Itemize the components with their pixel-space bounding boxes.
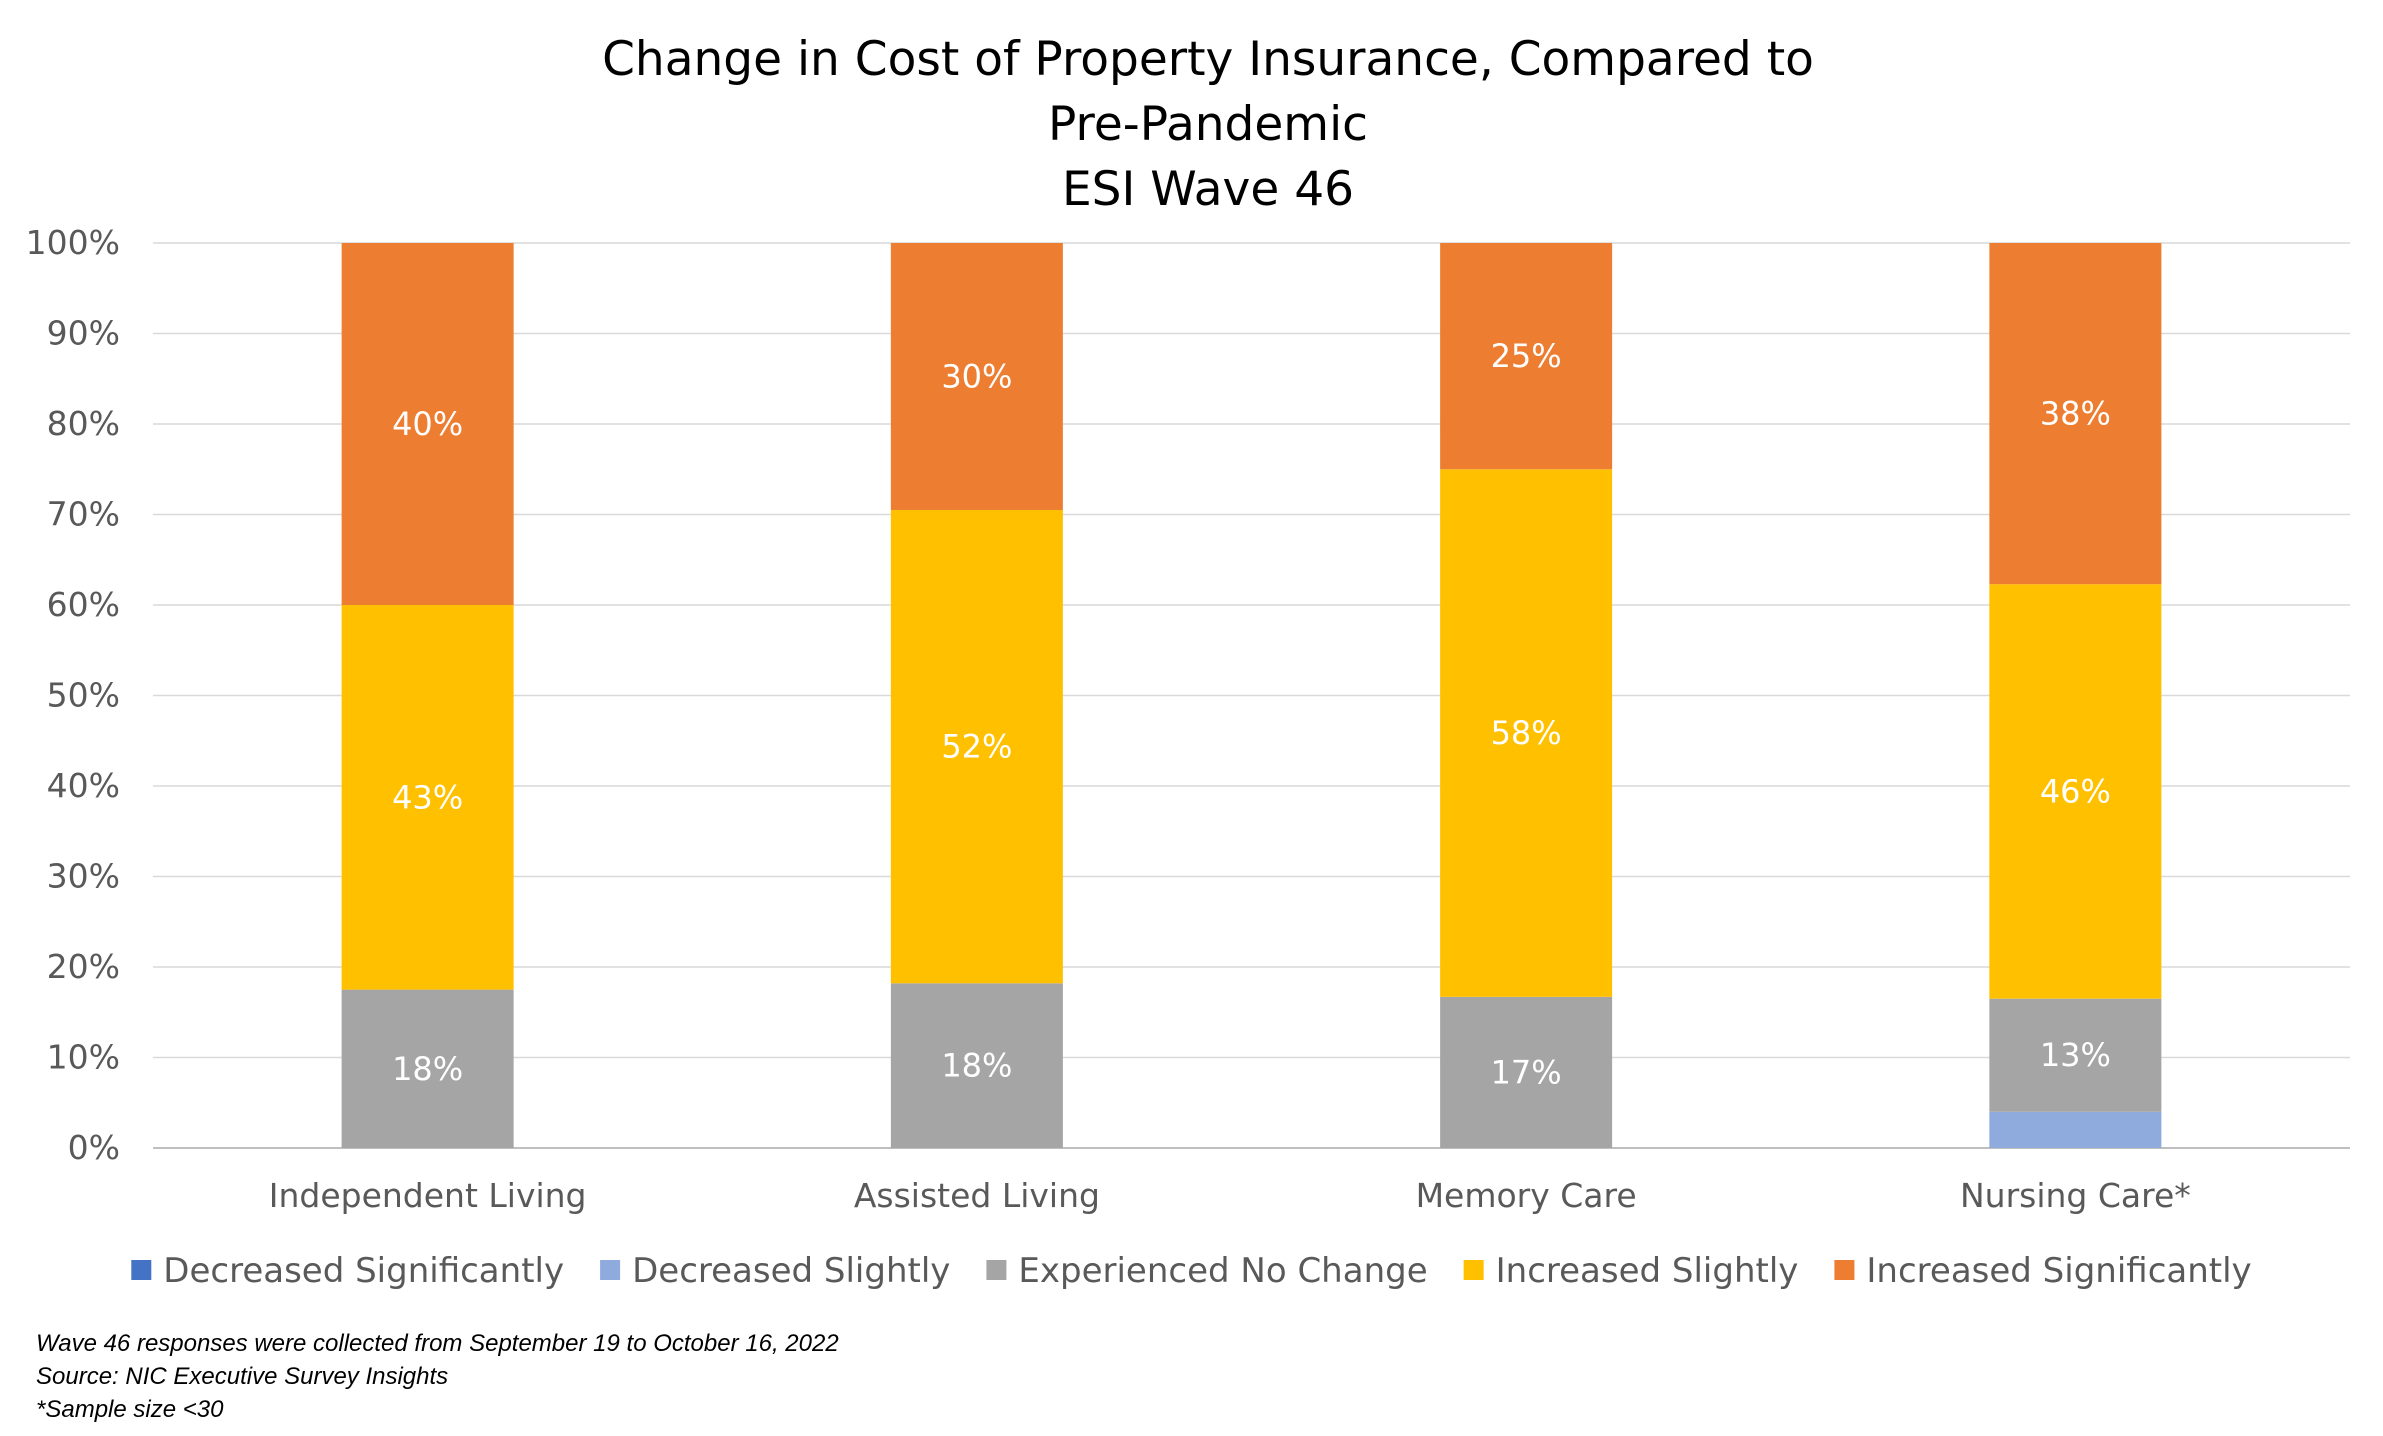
y-tick-label: 10%: [47, 1038, 120, 1077]
y-tick-label: 40%: [47, 766, 120, 805]
chart-title: Change in Cost of Property Insurance, Co…: [602, 32, 1814, 217]
bar-segment: [1989, 243, 2162, 585]
x-axis-ticks: Independent Living Assisted Living Memory …: [269, 1176, 2191, 1215]
x-tick-label: Assisted Living: [854, 1176, 1100, 1215]
data-label: 58%: [1491, 714, 1562, 752]
y-tick-label: 50%: [47, 676, 120, 715]
data-label: 46%: [2040, 772, 2111, 810]
bar-segment: [890, 509, 1063, 984]
chart-title-line-3: ESI Wave 46: [1062, 162, 1354, 217]
bar-segment: [1989, 998, 2162, 1112]
legend-swatch: [1834, 1260, 1855, 1280]
legend-item: Decreased Slightly: [600, 1251, 950, 1291]
legend-label: Increased Slightly: [1496, 1251, 1799, 1291]
bar-segment: [341, 989, 514, 1148]
y-tick-label: 20%: [47, 947, 120, 986]
legend-label: Decreased Significantly: [163, 1251, 564, 1291]
data-label: 40%: [392, 405, 463, 443]
bar-segment: [341, 243, 514, 605]
bar-segment: [1440, 469, 1613, 997]
data-labels: 18% 43% 40% 18% 52% 30% 17% 58% 25% 13% 46% 38%: [392, 337, 2111, 1091]
bar-segment: [1989, 1111, 2162, 1148]
bar-segment: [890, 243, 1063, 510]
data-label: 43%: [392, 778, 463, 816]
y-tick-label: 30%: [47, 857, 120, 896]
bar-segment: [1440, 996, 1613, 1148]
data-label: 38%: [2040, 395, 2111, 433]
x-tick-label: Independent Living: [269, 1176, 587, 1215]
bar-segment: [890, 983, 1063, 1148]
bar-segment: [341, 605, 514, 990]
y-tick-label: 100%: [26, 223, 120, 262]
legend-swatch: [1463, 1260, 1484, 1280]
legend-label: Experienced No Change: [1018, 1251, 1427, 1291]
x-tick-label: Nursing Care*: [1960, 1176, 2191, 1215]
legend-item: Decreased Significantly: [131, 1251, 564, 1291]
y-axis-ticks: 0% 10% 20% 30% 40% 50% 60% 70% 80% 90% 100%: [26, 223, 120, 1167]
data-label: 52%: [941, 728, 1012, 766]
y-tick-label: 0%: [68, 1128, 120, 1167]
data-label: 30%: [941, 357, 1012, 395]
legend-item: Increased Slightly: [1463, 1251, 1799, 1291]
legend-item: Experienced No Change: [986, 1251, 1428, 1291]
y-tick-label: 70%: [47, 495, 120, 534]
data-label: 25%: [1491, 337, 1562, 375]
legend-label: Increased Significantly: [1866, 1251, 2251, 1291]
x-tick-label: Memory Care: [1416, 1176, 1637, 1215]
chart-title-line-2: Pre-Pandemic: [1048, 97, 1368, 152]
chart-title-line-1: Change in Cost of Property Insurance, Co…: [602, 32, 1814, 87]
legend-item: Increased Significantly: [1834, 1251, 2252, 1291]
legend-label: Decreased Slightly: [632, 1251, 950, 1291]
footnote-sample-size: *Sample size <30: [36, 1396, 224, 1423]
bar-segment: [1440, 243, 1613, 470]
legend: Decreased Significantly Decreased Slightl…: [131, 1251, 2252, 1291]
y-tick-label: 60%: [47, 585, 120, 624]
data-label: 17%: [1491, 1053, 1562, 1091]
footnote-wave-dates: Wave 46 responses were collected from Se…: [36, 1330, 839, 1357]
footnote-source: Source: NIC Executive Survey Insights: [36, 1363, 449, 1390]
data-label: 13%: [2040, 1036, 2111, 1074]
data-label: 18%: [392, 1050, 463, 1088]
bars: [341, 243, 2162, 1148]
legend-swatch: [131, 1260, 152, 1280]
y-tick-label: 90%: [47, 314, 120, 353]
data-label: 18%: [941, 1047, 1012, 1085]
legend-swatch: [986, 1260, 1007, 1280]
y-tick-label: 80%: [47, 404, 120, 443]
gridlines: [153, 242, 2350, 1149]
bar-segment: [1989, 584, 2162, 999]
legend-swatch: [600, 1260, 621, 1280]
